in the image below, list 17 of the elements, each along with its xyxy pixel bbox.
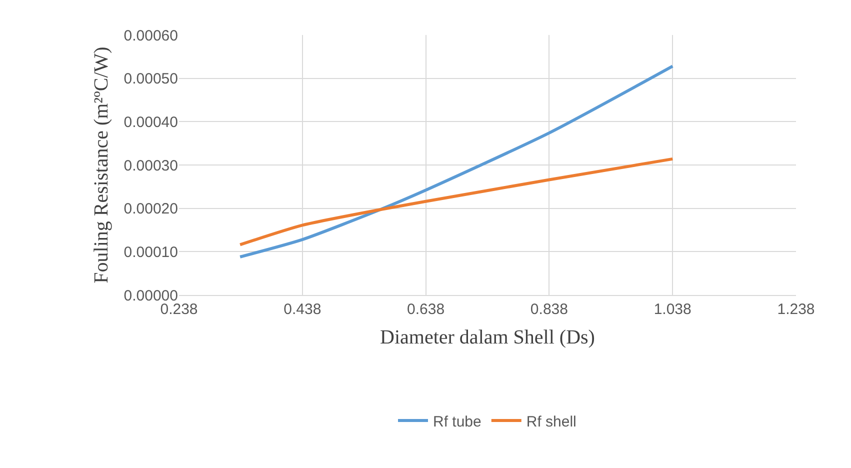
legend-label: Rf tube	[433, 413, 482, 430]
x-tick-label: 0.438	[284, 301, 322, 318]
line-series	[238, 64, 674, 258]
line-series	[238, 157, 674, 246]
y-tick-label: 0.00060	[124, 27, 178, 44]
x-tick-label: 0.638	[407, 301, 445, 318]
x-tick-label: 0.838	[530, 301, 568, 318]
y-tick-label: 0.00050	[124, 70, 178, 88]
y-axis-title: Fouling Resistance (m²ºC/W)	[90, 46, 112, 284]
x-axis-title: Diameter dalam Shell (Ds)	[380, 326, 595, 348]
legend-label: Rf shell	[526, 413, 576, 430]
y-tick-label: 0.00030	[124, 157, 178, 174]
x-tick-label: 1.038	[654, 301, 692, 318]
x-tick-label: 1.238	[777, 301, 815, 318]
y-tick-label: 0.00020	[124, 200, 178, 218]
y-tick-label: 0.00040	[124, 114, 178, 131]
y-tick-label: 0.00010	[124, 244, 178, 261]
